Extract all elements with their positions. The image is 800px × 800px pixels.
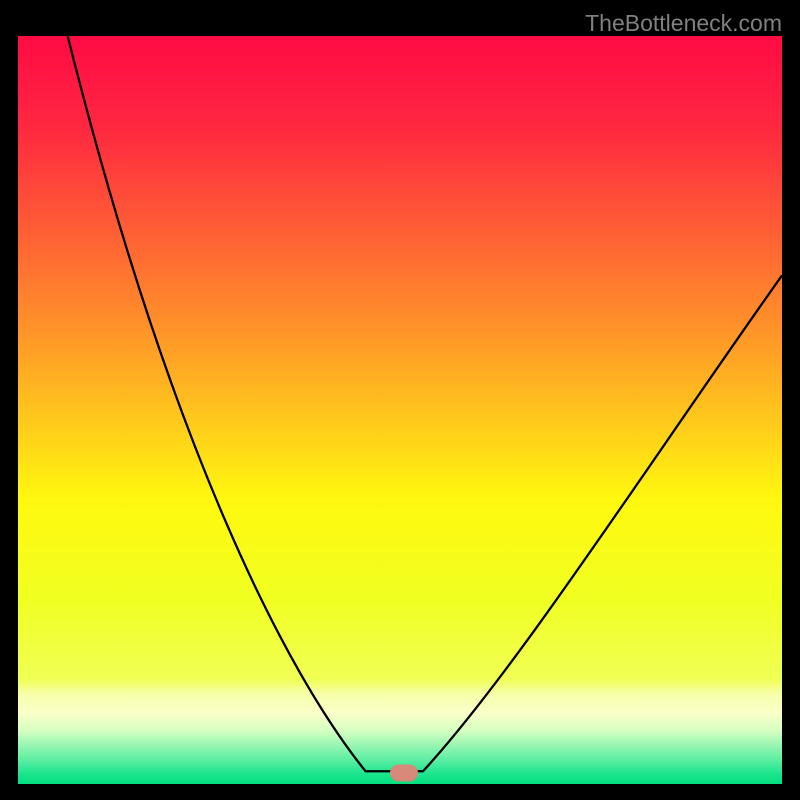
chart-canvas: TheBottleneck.com: [0, 0, 800, 800]
curve-path: [68, 36, 782, 771]
optimal-point-marker: [390, 764, 418, 781]
bottleneck-curve: [18, 36, 782, 784]
plot-area: [18, 36, 782, 784]
watermark-text: TheBottleneck.com: [585, 10, 782, 37]
